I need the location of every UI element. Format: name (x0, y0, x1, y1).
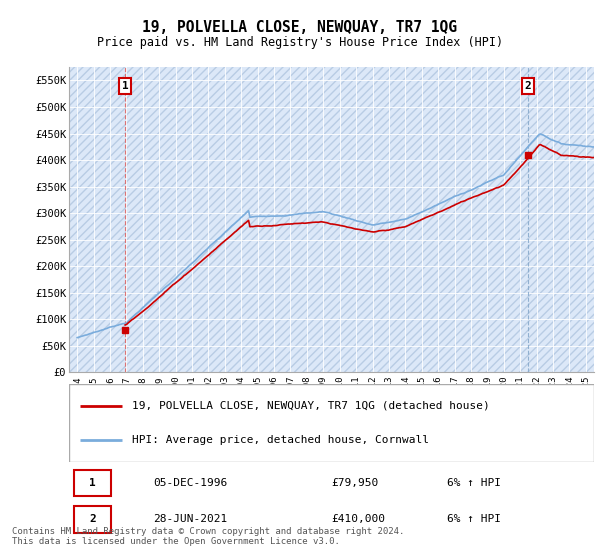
FancyBboxPatch shape (74, 506, 111, 533)
Text: Contains HM Land Registry data © Crown copyright and database right 2024.
This d: Contains HM Land Registry data © Crown c… (12, 526, 404, 546)
Text: 1: 1 (89, 478, 96, 488)
FancyBboxPatch shape (69, 384, 594, 462)
Text: 6% ↑ HPI: 6% ↑ HPI (447, 515, 501, 524)
Text: 19, POLVELLA CLOSE, NEWQUAY, TR7 1QG: 19, POLVELLA CLOSE, NEWQUAY, TR7 1QG (143, 20, 458, 35)
Text: HPI: Average price, detached house, Cornwall: HPI: Average price, detached house, Corn… (132, 435, 429, 445)
FancyBboxPatch shape (74, 470, 111, 496)
Text: 1: 1 (122, 81, 128, 91)
Text: 05-DEC-1996: 05-DEC-1996 (153, 478, 227, 488)
Text: 28-JUN-2021: 28-JUN-2021 (153, 515, 227, 524)
Text: 6% ↑ HPI: 6% ↑ HPI (447, 478, 501, 488)
Text: £79,950: £79,950 (331, 478, 379, 488)
Text: Price paid vs. HM Land Registry's House Price Index (HPI): Price paid vs. HM Land Registry's House … (97, 36, 503, 49)
Text: 19, POLVELLA CLOSE, NEWQUAY, TR7 1QG (detached house): 19, POLVELLA CLOSE, NEWQUAY, TR7 1QG (de… (132, 400, 490, 410)
Text: 2: 2 (89, 515, 96, 524)
Text: 2: 2 (525, 81, 532, 91)
Text: £410,000: £410,000 (331, 515, 386, 524)
